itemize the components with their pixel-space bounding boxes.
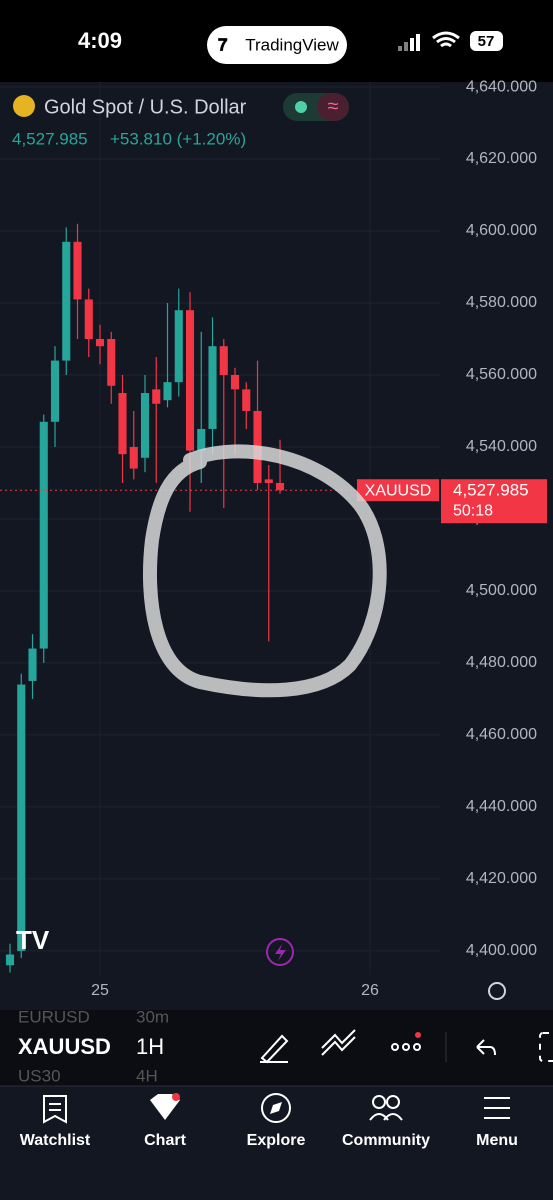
y-tick-label: 4,460.000 — [466, 726, 537, 743]
y-tick-label: 4,640.000 — [466, 78, 537, 95]
faded-interval: 30m — [136, 1007, 169, 1026]
watchlist-icon — [43, 1095, 67, 1124]
toolbar — [0, 1010, 553, 1086]
badge — [415, 1032, 421, 1038]
faded-symbol: EURUSD — [18, 1007, 90, 1026]
nav-item[interactable]: Explore — [247, 1132, 306, 1149]
x-tick-label: 26 — [361, 982, 379, 999]
candle-body — [163, 382, 172, 401]
candle-body — [140, 392, 150, 458]
menu-icon — [484, 1097, 510, 1119]
nav-item[interactable]: Watchlist — [20, 1132, 91, 1149]
candle-body — [152, 389, 161, 404]
tv-logo: TV — [16, 925, 50, 955]
candle-body — [39, 421, 48, 649]
fullscreen[interactable] — [539, 1032, 553, 1062]
tv-mark: 𝟕 — [218, 35, 228, 54]
price-label: 4,527.985 — [453, 481, 529, 500]
indicators[interactable] — [321, 1029, 356, 1056]
candle-body — [174, 310, 183, 383]
candle-body — [107, 338, 116, 386]
candle-body — [73, 241, 82, 300]
delay-icon: ≈ — [328, 95, 339, 117]
candle-body — [208, 346, 217, 429]
candle-body — [264, 479, 273, 483]
settings-button[interactable] — [488, 982, 506, 1000]
candle-body — [230, 374, 240, 390]
nav-item[interactable]: Menu — [476, 1132, 518, 1149]
candle-body — [5, 954, 15, 966]
gold-icon — [13, 95, 35, 117]
nav-item[interactable]: Community — [342, 1132, 430, 1149]
toolbar-symbol[interactable]: XAUUSD — [18, 1034, 111, 1059]
header-change: +53.810 (+1.20%) — [110, 129, 246, 148]
app-name: TradingView — [245, 35, 339, 54]
candle-body — [185, 310, 195, 451]
symbol-label: XAUUSD — [365, 482, 432, 499]
x-tick-label: 25 — [91, 982, 109, 999]
y-tick-label: 4,500.000 — [466, 582, 537, 599]
candle-body — [197, 428, 206, 451]
symbol-name: Gold Spot / U.S. Dollar — [44, 96, 247, 118]
candle-body — [219, 346, 228, 375]
candle-body — [118, 392, 127, 455]
chart-badge — [172, 1093, 180, 1101]
clock: 4:09 — [78, 28, 122, 53]
app-pill[interactable] — [207, 26, 347, 64]
header-price: 4,527.985 — [12, 129, 88, 148]
explore-icon — [261, 1093, 291, 1123]
signal — [398, 34, 420, 51]
candle-body — [129, 446, 138, 469]
price-label-bg — [441, 479, 547, 524]
delay-pill — [317, 93, 349, 121]
candle-body — [95, 338, 105, 347]
y-tick-label: 4,540.000 — [466, 438, 537, 455]
candle-body — [62, 241, 71, 361]
draw-tool[interactable] — [260, 1034, 289, 1064]
y-tick-label: 4,440.000 — [466, 798, 537, 815]
countdown: 50:18 — [453, 502, 493, 519]
more-button[interactable] — [391, 1043, 421, 1051]
faded-symbol: US30 — [18, 1066, 61, 1085]
faded-interval: 4H — [136, 1066, 158, 1085]
y-tick-label: 4,400.000 — [466, 942, 537, 959]
chart-icon — [150, 1094, 180, 1120]
y-tick-label: 4,560.000 — [466, 366, 537, 383]
y-tick-label: 4,600.000 — [466, 222, 537, 239]
lightning — [275, 944, 286, 961]
candle-body — [17, 684, 26, 951]
candle-body — [50, 360, 60, 422]
nav-item[interactable]: Chart — [144, 1132, 186, 1149]
community-icon — [369, 1095, 403, 1121]
y-tick-label: 4,580.000 — [466, 294, 537, 311]
candle-body — [84, 299, 93, 339]
battery-level: 57 — [478, 33, 495, 50]
drawn-circle — [143, 444, 387, 698]
undo[interactable] — [476, 1039, 496, 1056]
battery — [470, 31, 503, 51]
lightning-button[interactable] — [266, 938, 294, 966]
y-tick-label: 4,620.000 — [466, 150, 537, 167]
y-tick-label: 4,420.000 — [466, 870, 537, 887]
wifi — [432, 31, 460, 48]
y-tick-label: 4,480.000 — [466, 654, 537, 671]
symbol-label-bg — [357, 479, 439, 502]
candle-body — [242, 389, 251, 411]
toolbar-interval[interactable]: 1H — [136, 1034, 164, 1059]
candle-body — [275, 482, 285, 491]
candle-body — [28, 648, 37, 681]
explore-needle — [270, 1102, 282, 1114]
market-open-dot — [295, 101, 307, 113]
